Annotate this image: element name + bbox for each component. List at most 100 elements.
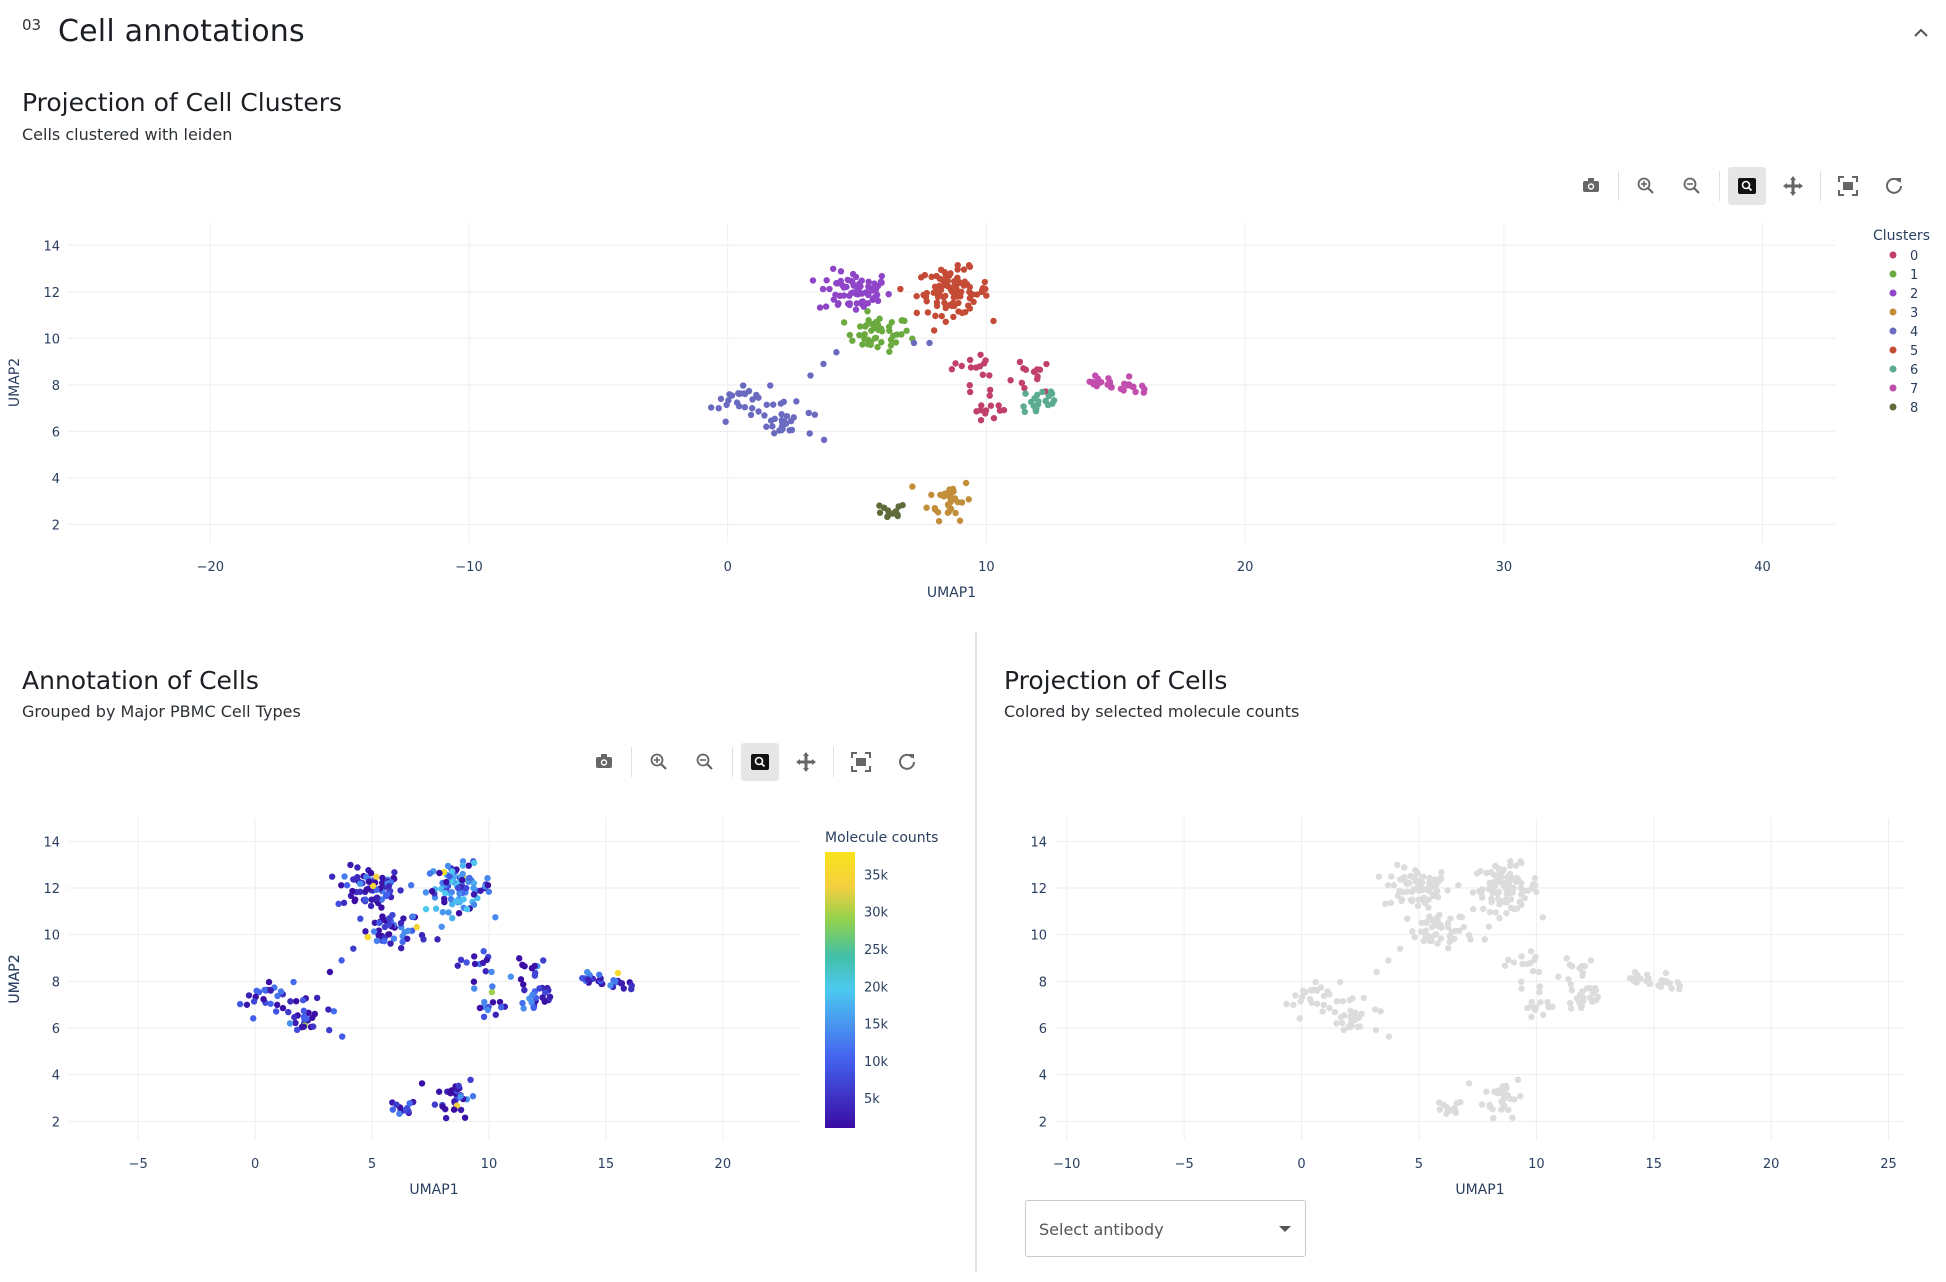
collapse-button[interactable] bbox=[1906, 18, 1936, 48]
cluster-camera-button[interactable] bbox=[1572, 167, 1610, 205]
grey-point bbox=[1495, 878, 1502, 885]
legend-item[interactable]: 3 bbox=[1889, 306, 1919, 321]
x-tick-label: −5 bbox=[1175, 1157, 1194, 1172]
cluster-point bbox=[811, 411, 819, 418]
cluster-chart-subtitle: Cells clustered with leiden bbox=[22, 125, 233, 144]
annotation-camera-button[interactable] bbox=[585, 743, 623, 781]
grey-point bbox=[1631, 968, 1639, 976]
count-point bbox=[399, 938, 406, 946]
zoom-box-icon bbox=[1738, 178, 1756, 194]
annotation-zoom-in-button[interactable] bbox=[640, 743, 678, 781]
grey-point bbox=[1579, 962, 1586, 970]
cluster-point bbox=[865, 278, 872, 285]
clusters-plot[interactable]: −20 −10 0 10 20 30 40 2 4 6 8 10 12 14 UMAP1 UMAP2 bbox=[7, 222, 1835, 601]
cluster-zoom-in-button[interactable] bbox=[1627, 167, 1665, 205]
cluster-point bbox=[948, 366, 956, 373]
cluster-point bbox=[909, 483, 916, 490]
grey-point bbox=[1496, 868, 1503, 875]
count-point bbox=[413, 923, 420, 931]
grey-point bbox=[1356, 1023, 1364, 1030]
cluster-point bbox=[833, 349, 840, 356]
grey-point bbox=[1660, 978, 1667, 985]
grey-point bbox=[1409, 873, 1417, 881]
cluster-point bbox=[872, 334, 880, 342]
count-point bbox=[300, 1007, 308, 1015]
grey-point bbox=[1438, 869, 1445, 876]
grey-point bbox=[1587, 994, 1594, 1001]
antibody-select[interactable]: Select antibody bbox=[1025, 1200, 1306, 1257]
count-point bbox=[335, 900, 342, 908]
colorbar-title: Molecule counts bbox=[825, 830, 938, 846]
cluster-point bbox=[961, 278, 968, 285]
grey-point bbox=[1565, 976, 1572, 983]
count-point bbox=[357, 915, 364, 922]
grey-point bbox=[1583, 985, 1591, 992]
grey-point bbox=[1579, 969, 1586, 977]
grey-point bbox=[1576, 999, 1583, 1006]
y-tick-label: 2 bbox=[52, 1115, 60, 1130]
x-tick-label: 0 bbox=[1297, 1157, 1305, 1172]
cluster-point bbox=[864, 300, 872, 307]
grey-point bbox=[1496, 914, 1503, 922]
cluster-point bbox=[1050, 397, 1058, 404]
cluster-point bbox=[867, 341, 874, 348]
legend-item[interactable]: 6 bbox=[1889, 363, 1919, 378]
count-point bbox=[300, 1023, 308, 1030]
molecule-counts-plot[interactable]: −5 0 5 10 15 20 2 4 6 8 10 12 14 UMAP1 UMAP2 bbox=[7, 818, 800, 1198]
grey-point bbox=[1518, 901, 1525, 908]
y-tick-label: 10 bbox=[1030, 929, 1047, 944]
grey-point bbox=[1333, 1020, 1340, 1027]
count-point bbox=[375, 927, 383, 934]
count-point bbox=[384, 890, 391, 898]
cluster-point bbox=[715, 404, 722, 412]
cluster-zoom-box-button[interactable] bbox=[1728, 167, 1766, 205]
grey-point bbox=[1339, 997, 1347, 1005]
projection-chart-subtitle: Colored by selected molecule counts bbox=[1004, 702, 1300, 721]
grey-point bbox=[1423, 919, 1430, 927]
cluster-point bbox=[735, 390, 742, 397]
cluster-point bbox=[763, 401, 770, 408]
annotation-pan-button[interactable] bbox=[787, 743, 825, 781]
annotation-autoscale-button[interactable] bbox=[842, 743, 880, 781]
annotation-zoom-box-button[interactable] bbox=[741, 743, 779, 781]
cluster-zoom-out-button[interactable] bbox=[1673, 167, 1711, 205]
legend-marker bbox=[1889, 403, 1897, 411]
count-point bbox=[265, 978, 273, 986]
grey-point bbox=[1544, 998, 1551, 1006]
count-point bbox=[340, 899, 348, 907]
count-point bbox=[277, 988, 285, 995]
cluster-autoscale-button[interactable] bbox=[1829, 167, 1867, 205]
x-axis-label: UMAP1 bbox=[1455, 1182, 1504, 1198]
y-tick-label: 6 bbox=[52, 425, 60, 440]
cluster-point bbox=[978, 402, 985, 409]
annotation-zoom-out-button[interactable] bbox=[686, 743, 724, 781]
legend-item[interactable]: 8 bbox=[1889, 401, 1919, 416]
legend-item[interactable]: 1 bbox=[1889, 268, 1919, 283]
cluster-reset-button[interactable] bbox=[1875, 167, 1913, 205]
legend-item[interactable]: 5 bbox=[1889, 344, 1919, 359]
grey-point bbox=[1346, 996, 1353, 1004]
grey-point bbox=[1643, 971, 1651, 978]
legend-item[interactable]: 2 bbox=[1889, 287, 1919, 302]
cluster-point bbox=[806, 430, 813, 437]
cluster-point bbox=[874, 343, 881, 351]
legend-item[interactable]: 7 bbox=[1889, 382, 1919, 397]
x-tick-label: 10 bbox=[1528, 1157, 1545, 1172]
cluster-point bbox=[723, 401, 730, 409]
legend-item[interactable]: 0 bbox=[1889, 249, 1919, 264]
legend-marker bbox=[1889, 327, 1897, 335]
annotation-reset-button[interactable] bbox=[888, 743, 926, 781]
cluster-pan-button[interactable] bbox=[1774, 167, 1812, 205]
cluster-point bbox=[976, 363, 984, 370]
count-point bbox=[480, 1013, 488, 1021]
grey-point bbox=[1486, 1103, 1493, 1110]
grey-point bbox=[1319, 1008, 1326, 1015]
colorbar-tick-label: 5k bbox=[864, 1092, 880, 1107]
legend-item[interactable]: 4 bbox=[1889, 325, 1919, 340]
count-point bbox=[614, 969, 622, 977]
grey-point bbox=[1290, 1001, 1297, 1008]
count-point bbox=[400, 915, 407, 922]
grey-point bbox=[1326, 1004, 1333, 1012]
y-tick-label: 12 bbox=[1030, 882, 1047, 897]
